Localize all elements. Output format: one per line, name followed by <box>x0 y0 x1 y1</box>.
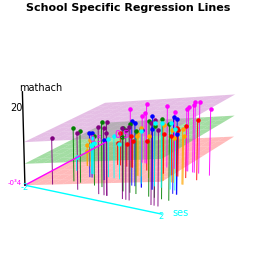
Title: School Specific Regression Lines: School Specific Regression Lines <box>26 3 230 13</box>
